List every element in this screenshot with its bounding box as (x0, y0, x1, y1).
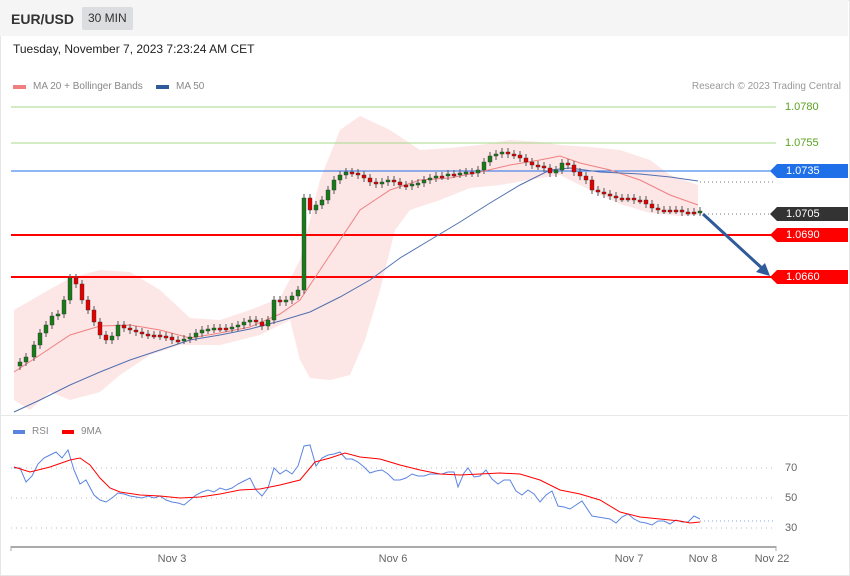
legend-ma50: MA 50 (156, 81, 204, 92)
x-label-nov6: Nov 6 (378, 553, 408, 565)
x-label-nov7: Nov 7 (614, 553, 644, 565)
resistance-2-label: 1.0755 (785, 137, 819, 149)
resistance-1-label: 1.0780 (785, 101, 819, 113)
legend-ma20: MA 20 + Bollinger Bands (13, 81, 143, 92)
copyright: Research © 2023 Trading Central (691, 81, 841, 92)
support-1-tag: 1.0690 (770, 228, 848, 242)
legend-9ma-label: 9MA (81, 426, 102, 437)
panel-divider (0, 415, 848, 416)
timeframe-badge[interactable]: 30 MIN (82, 7, 133, 30)
legend-ma20-label: MA 20 + Bollinger Bands (33, 81, 143, 92)
rsi-swatch-icon (13, 429, 25, 434)
9ma-swatch-icon (62, 429, 74, 434)
legend-ma50-label: MA 50 (176, 81, 205, 92)
symbol-label: EUR/USD (11, 11, 75, 27)
x-label-nov3: Nov 3 (157, 553, 187, 565)
ma20-swatch-icon (13, 84, 26, 89)
pivot-tag: 1.0735 (770, 164, 848, 178)
support-2-tag: 1.0660 (770, 270, 848, 284)
x-label-nov8: Nov 8 (688, 553, 718, 565)
last-price-tag: 1.0705 (770, 207, 848, 221)
legend-9ma: 9MA (62, 426, 102, 437)
rsi-level-30: 30 (785, 522, 798, 534)
rsi-level-70: 70 (785, 462, 798, 474)
legend-rsi: RSI (13, 426, 49, 437)
legend-rsi-label: RSI (32, 426, 49, 437)
ma50-swatch-icon (156, 84, 169, 89)
timestamp: Tuesday, November 7, 2023 7:23:24 AM CET (13, 42, 255, 56)
rsi-level-50: 50 (785, 492, 798, 504)
x-label-nov22: Nov 22 (754, 553, 790, 565)
header-bar: EUR/USD 30 MIN (0, 0, 848, 36)
